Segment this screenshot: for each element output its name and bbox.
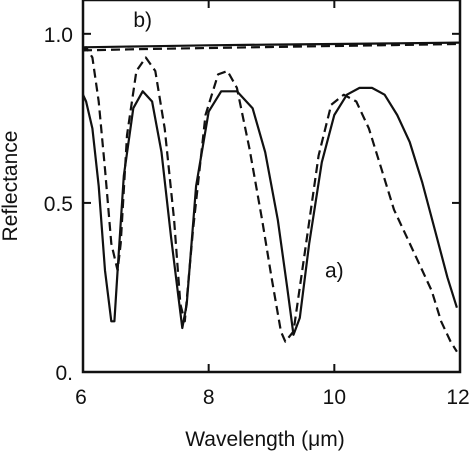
x-tick-label-8: 8 — [203, 386, 215, 409]
series-line-1 — [81, 86, 458, 336]
annotation-b: b) — [133, 9, 152, 32]
series-curves — [81, 41, 461, 353]
series-line-3 — [82, 41, 461, 49]
y-tick-label-0.5: 0.5 — [44, 193, 73, 216]
x-tick-label-10: 10 — [323, 386, 346, 409]
annotation-a: a) — [325, 259, 344, 282]
y-tick-label-0: 0. — [55, 362, 73, 385]
y-axis-label: Reflectance — [0, 131, 22, 242]
x-tick-label-12: 12 — [446, 386, 469, 409]
series-line-2 — [82, 46, 458, 353]
x-tick-label-6: 6 — [75, 386, 87, 409]
y-tick-label-1: 1.0 — [44, 24, 73, 47]
series-line-4 — [82, 42, 461, 52]
plot-frame — [81, 0, 462, 374]
axis-tick-labels: 6 8 10 12 0. 0.5 1.0 — [44, 24, 470, 409]
x-axis-label: Wavelength (μm) — [185, 428, 345, 451]
axis-ticks — [82, 0, 461, 373]
